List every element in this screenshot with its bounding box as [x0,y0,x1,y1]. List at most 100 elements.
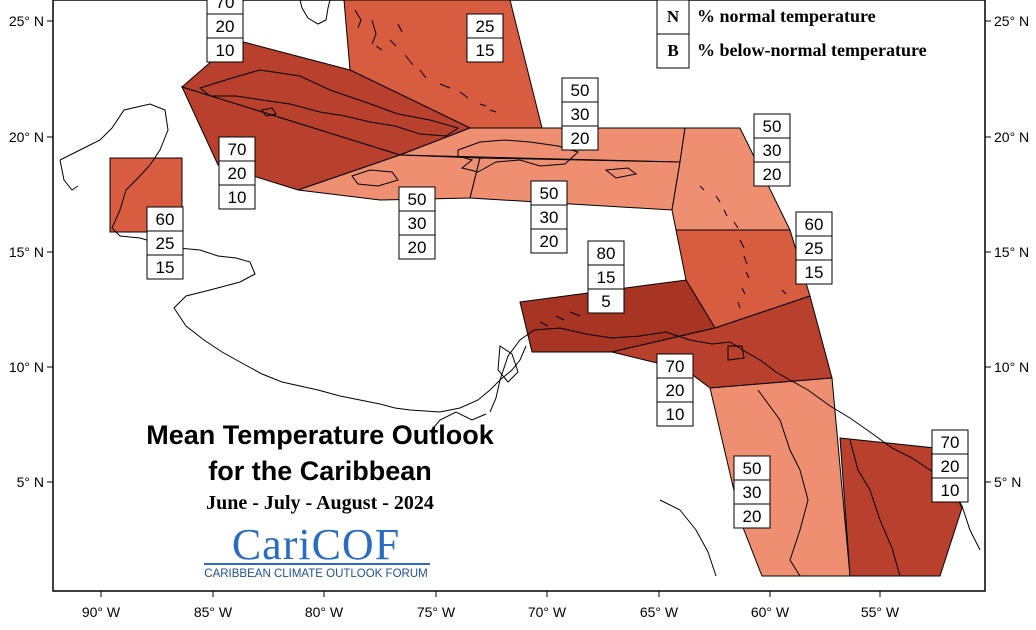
prob-above: 60 [805,215,824,234]
legend: N % normal temperature B % below-normal … [656,0,927,69]
prob-below: 20 [743,507,762,526]
prob-cell [146,230,184,256]
legend-key-below: B [667,41,678,60]
coastline-bahamas [354,9,469,99]
border-suriname [849,439,901,577]
logo-tagline: CARIBBEAN CLIMATE OUTLOOK FORUM [204,568,427,580]
title-line1: Mean Temperature Outlook [146,420,495,450]
legend-key-box-below [656,33,690,69]
lat-tick-label-right: 20° N [994,129,1029,145]
coastline-trinidad [727,345,745,361]
caricof-logo: CariCOF CARIBBEAN CLIMATE OUTLOOK FORUM [204,520,430,580]
coastline-hispaniola [457,139,579,173]
prob-above: 70 [941,433,960,452]
prob-cell [466,37,504,63]
prob-normal: 20 [941,457,960,476]
prob-box-leeward-islands: 50 30 20 [753,113,791,187]
prob-above: 70 [228,140,247,159]
title-line2: for the Caribbean [208,456,432,486]
prob-cell [931,477,969,503]
prob-normal: 25 [805,239,824,258]
lon-tick-label: 65° W [640,604,679,620]
prob-cell [931,429,969,455]
lat-tick-label-left: 25° N [9,13,44,29]
prob-below: 5 [601,292,610,311]
border-guyana [757,389,809,577]
prob-below: 20 [571,129,590,148]
prob-cell [795,259,833,285]
prob-below: 15 [156,258,175,277]
prob-cell [206,13,244,39]
prob-box-cuba-north: 70 20 10 [206,0,244,63]
lat-tick-label-left: 10° N [9,359,44,375]
coastline-turks [479,103,497,113]
legend-key-normal: N [667,7,680,26]
prob-normal: 30 [540,208,559,227]
prob-cell [656,377,694,403]
coastline-gulf-honduras [59,159,79,191]
prob-cell [587,288,625,314]
coastlines [59,0,981,577]
lat-tick-label-left: 5° N [17,474,44,490]
prob-below: 15 [805,263,824,282]
prob-below: 15 [476,41,495,60]
prob-normal: 20 [666,381,685,400]
prob-cell [753,161,791,187]
prob-cell [795,235,833,261]
prob-above: 60 [156,210,175,229]
lat-tick-label-right: 25° N [994,13,1029,29]
prob-above: 70 [216,0,235,12]
prob-cell [530,228,568,254]
prob-normal: 25 [476,17,495,36]
prob-cell [398,186,436,212]
prob-normal: 25 [156,234,175,253]
prob-box-windward-islands: 60 25 15 [795,211,833,285]
prob-below: 10 [228,188,247,207]
map-axes: 90° W 85° W 80° W 75° W 70° W 65° W 60° W 55° W… [9,13,1029,620]
prob-above: 80 [597,244,616,263]
lat-tick-label-right: 10° N [994,359,1029,375]
prob-normal: 15 [597,268,616,287]
prob-cell [466,13,504,39]
lon-tick-label: 85° W [194,604,233,620]
prob-normal: 30 [763,141,782,160]
prob-above: 50 [571,81,590,100]
prob-above: 50 [540,184,559,203]
coastline-central-america [59,103,527,413]
prob-box-belize: 60 25 15 [146,206,184,280]
prob-cell [398,234,436,260]
prob-above: 70 [666,357,685,376]
prob-cell [587,264,625,290]
prob-normal: 30 [743,483,762,502]
lat-tick-label-right: 15° N [994,244,1029,260]
lon-tick-label: 60° W [751,604,790,620]
prob-cell [206,37,244,63]
prob-box-hispaniola-south: 50 30 20 [530,180,568,254]
prob-cell [561,77,599,103]
coastline-jamaica [351,169,399,187]
legend-text-below: % below-normal temperature [697,40,927,60]
prob-box-hispaniola-north: 50 30 20 [561,77,599,151]
prob-normal: 20 [228,164,247,183]
logo-wordmark: CariCOF [232,520,400,569]
prob-cell [561,101,599,127]
prob-box-cuba-south: 70 20 10 [218,136,256,210]
prob-below: 10 [216,41,235,60]
prob-cell [733,503,771,529]
lon-tick-label: 55° W [861,604,900,620]
lat-tick-label-left: 20° N [9,129,44,145]
prob-normal: 20 [216,17,235,36]
lat-tick-label-left: 15° N [9,244,44,260]
prob-above: 50 [408,190,427,209]
prob-box-suriname: 70 20 10 [931,429,969,503]
prob-normal: 30 [408,214,427,233]
prob-box-jamaica: 50 30 20 [398,186,436,260]
lon-tick-label: 70° W [528,604,567,620]
coastline-colombia-venezuela [489,327,981,551]
lon-tick-label: 90° W [82,604,121,620]
period-subtitle: June - July - August - 2024 [206,492,434,514]
prob-cell [733,455,771,481]
prob-cell [656,401,694,427]
prob-above: 50 [743,459,762,478]
